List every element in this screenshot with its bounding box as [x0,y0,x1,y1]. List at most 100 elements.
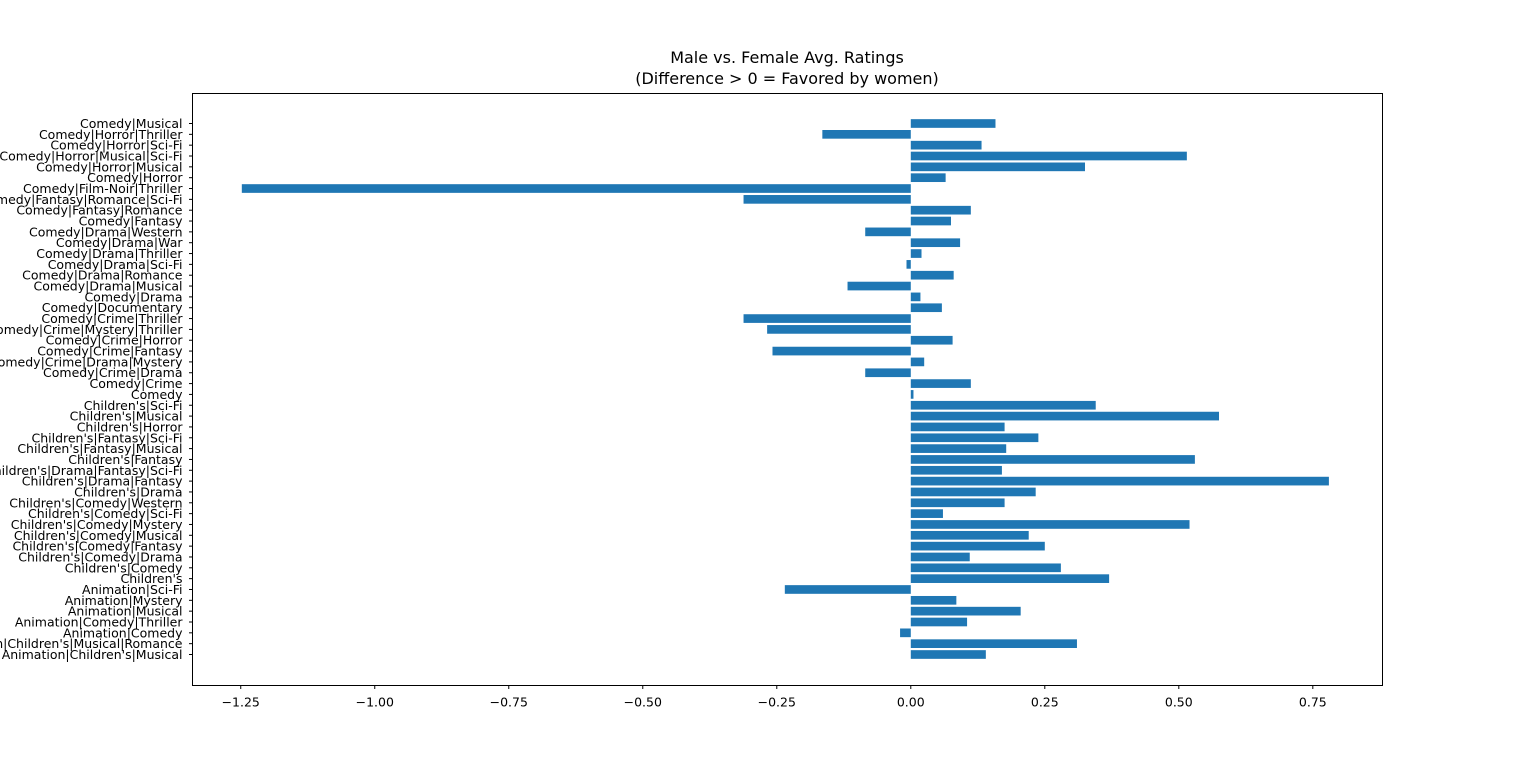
bar [910,509,943,518]
x-axis-ticks: −1.25 −1.00 −0.75 −0.50 −0.25 0.00 0.25 0.50 0.7… [222,685,1327,710]
x-tick-label: 0.50 [1165,695,1193,710]
y-tick-label: Comedy|Horror|Musical|Sci-Fi [0,149,183,164]
bar [910,119,996,128]
y-tick-label: Children's|Comedy|Drama [18,549,182,564]
bar [910,520,1190,529]
bar [910,465,1002,475]
y-tick-label: Comedy|Crime [90,376,183,391]
bar [910,455,1195,464]
chart-title-line-2: (Difference > 0 = Favored by women) [635,69,939,88]
bar [910,530,1029,540]
y-tick-label: Comedy [131,387,183,402]
y-tick-label: Comedy|Fantasy [79,214,183,229]
y-tick-label: Children's [121,571,183,586]
y-tick-label: Animation|Children's|Musical|Romance [0,636,183,651]
y-tick-label: Children's|Comedy|Western [9,495,182,510]
bar [910,606,1021,616]
y-tick-label: Animation|Comedy|Thriller [15,614,184,629]
x-tick-label: −1.25 [222,695,260,710]
bar [822,130,911,139]
bar [772,346,911,356]
y-tick-label: Comedy|Crime|Drama|Mystery [0,354,183,369]
y-tick-label: Children's|Comedy|Mystery [11,517,183,532]
y-tick-label: Children's|Sci-Fi [84,398,183,413]
y-tick-label: Comedy|Musical [80,116,182,131]
bar [865,368,911,378]
bar [910,379,971,388]
bar [910,444,1007,453]
plot-area-frame [192,93,1383,686]
bar [910,422,1005,432]
y-tick-label: Comedy|Drama|Sci-Fi [48,257,183,272]
bar [910,205,971,215]
bar [743,314,911,323]
bar [910,563,1061,573]
y-tick-label: Children's|Comedy|Fantasy [12,539,183,554]
bar [910,249,922,258]
y-tick-label: Animation|Children's|Musical [2,647,183,662]
bar [900,628,911,638]
y-tick-label: Comedy|Horror|Thriller [39,127,183,142]
y-tick-label: Comedy|Crime|Drama [43,365,182,380]
bar [910,357,925,367]
bar [743,195,911,204]
y-tick-label: Children's|Comedy [65,560,183,575]
y-tick-label: Animation|Musical [68,604,183,619]
y-tick-label: Comedy|Drama|Western [29,224,183,239]
y-axis-ticks: Animation|Children's|MusicalAnimation|Ch… [0,116,193,662]
y-tick-label: Children's|Drama|Fantasy|Sci-Fi [0,463,183,478]
y-tick-label: Comedy|Drama|Musical [34,279,183,294]
y-tick-label: Comedy|Horror|Musical [36,159,182,174]
x-tick-label: −0.25 [758,695,796,710]
y-tick-label: Animation|Sci-Fi [82,582,182,597]
y-tick-label: Children's|Musical [70,409,183,424]
y-tick-label: Comedy|Fantasy|Romance [16,203,182,218]
x-tick-label: 0.75 [1299,695,1327,710]
y-tick-label: Children's|Drama [74,484,182,499]
bar [784,585,911,594]
y-tick-label: Comedy|Crime|Thriller [41,311,183,326]
y-tick-label: Children's|Comedy|Sci-Fi [28,506,183,521]
y-tick-label: Children's|Fantasy|Musical [17,441,182,456]
bar [906,260,911,269]
bar [910,216,951,226]
bar [910,162,1085,172]
bar [910,140,982,150]
y-tick-label: Comedy|Documentary [42,300,183,315]
bar [910,335,953,345]
bar [910,617,968,627]
bar [910,400,1096,410]
y-tick-label: Children's|Fantasy|Sci-Fi [31,430,182,445]
y-tick-label: Comedy|Horror [87,170,183,185]
bar [910,487,1036,497]
bar [865,227,911,237]
y-tick-label: Children's|Horror [77,419,184,434]
bar [847,281,911,291]
y-tick-label: Animation|Mystery [65,593,183,608]
x-tick-label: −0.50 [624,695,662,710]
bar [910,433,1039,443]
bar [910,303,942,313]
y-tick-label: Comedy|Drama|Thriller [36,246,183,261]
chart-title-line-1: Male vs. Female Avg. Ratings [670,48,904,67]
y-tick-label: Comedy|Horror|Sci-Fi [50,138,182,153]
y-tick-label: Children's|Fantasy [68,452,183,467]
y-tick-label: Comedy|Crime|Fantasy [37,344,183,359]
bar [910,574,1110,583]
y-tick-label: Animation|Comedy [63,625,183,640]
bar [241,184,911,193]
bar [910,650,986,659]
bar [910,541,1045,551]
y-tick-label: Children's|Comedy|Musical [14,528,183,543]
y-tick-label: Comedy|Fantasy|Romance|Sci-Fi [0,192,183,207]
bar [910,639,1077,648]
bar [910,238,961,248]
y-tick-label: Comedy|Drama|Romance [22,268,183,283]
x-tick-label: 0.00 [897,695,925,710]
bars-group [241,119,1329,659]
bar [910,411,1220,421]
y-tick-label: Comedy|Crime|Horror [46,333,184,348]
x-tick-label: 0.25 [1031,695,1059,710]
bar [910,498,1005,508]
